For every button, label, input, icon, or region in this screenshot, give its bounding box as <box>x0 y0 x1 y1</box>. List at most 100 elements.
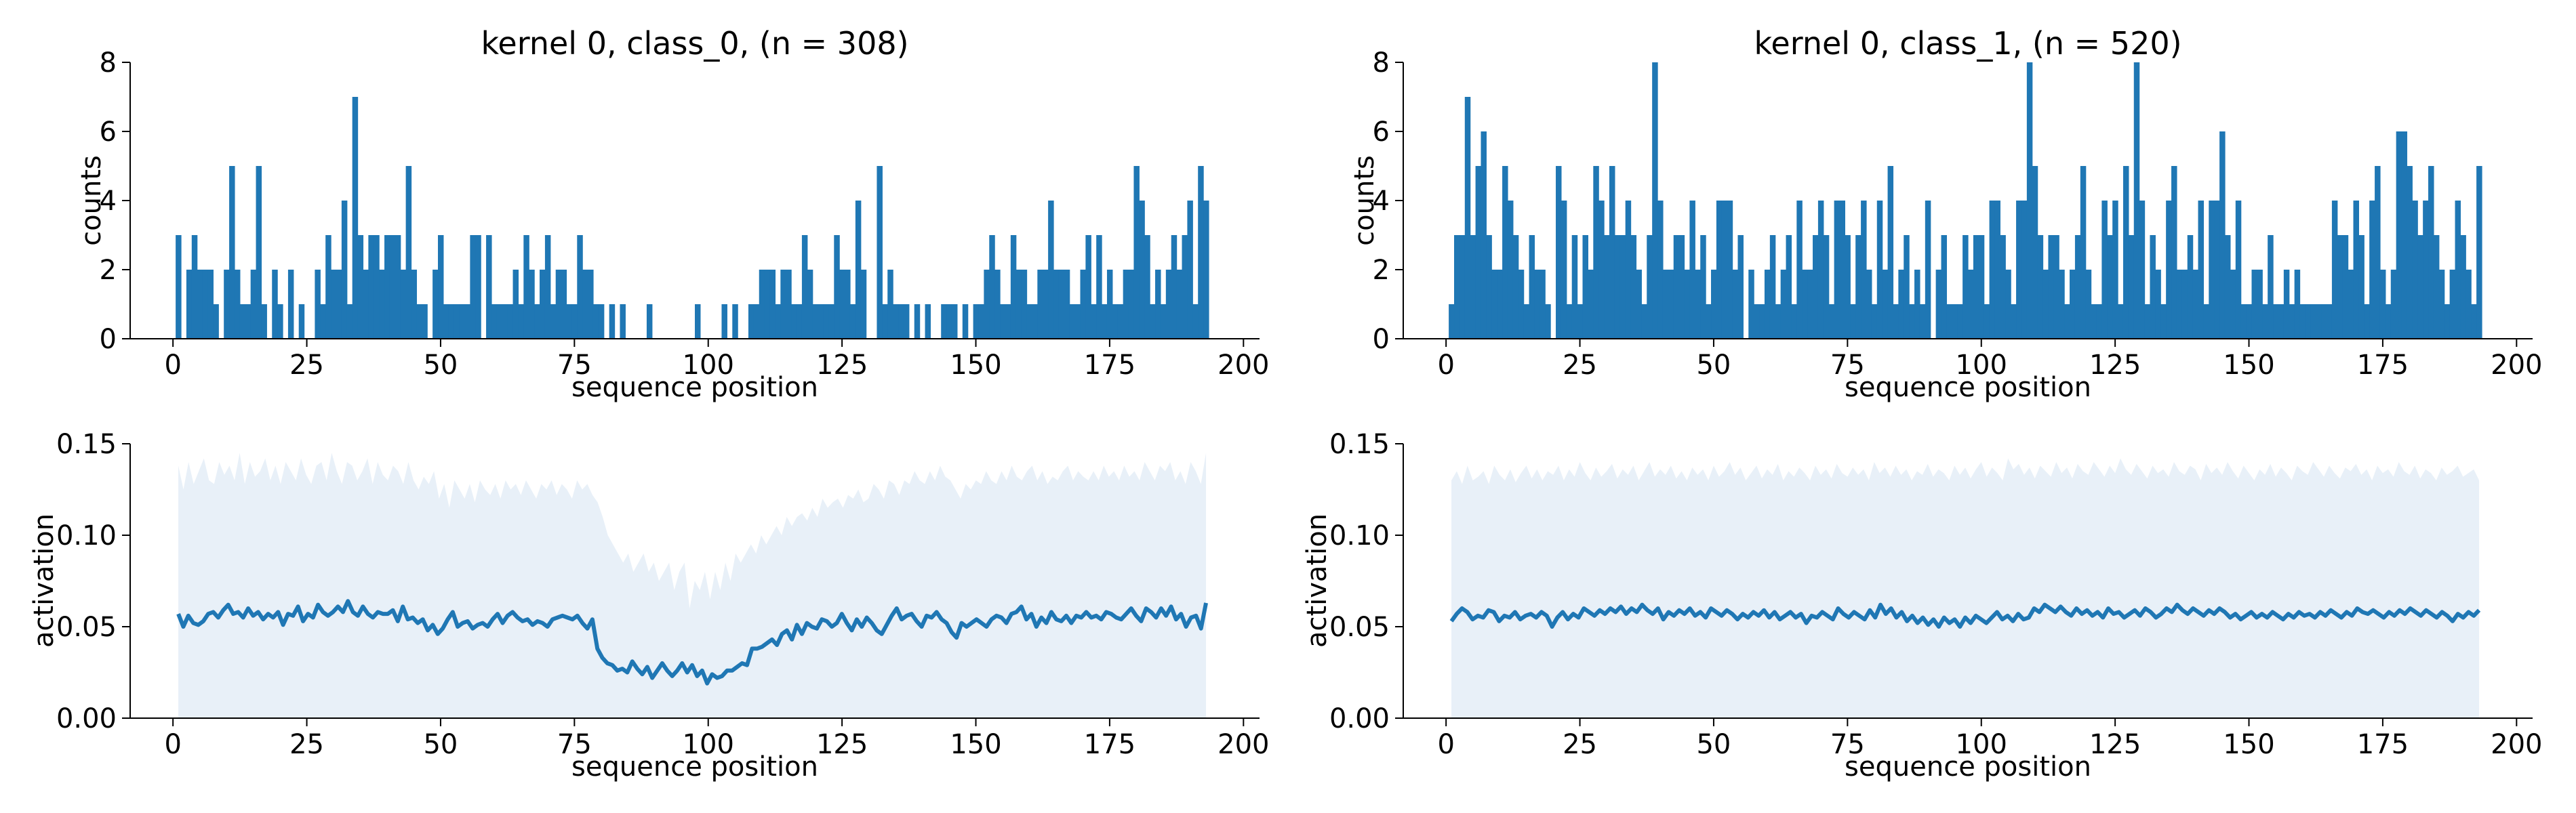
bar <box>512 270 519 339</box>
bar <box>1946 304 1952 339</box>
bar <box>1604 235 1610 339</box>
bar <box>405 166 412 339</box>
bar <box>2358 235 2364 339</box>
bar <box>2251 270 2257 339</box>
bar <box>1598 201 1605 339</box>
bar <box>1074 304 1081 339</box>
bar <box>903 304 910 339</box>
bar <box>1053 270 1060 339</box>
bar <box>2080 166 2087 339</box>
bar <box>1893 304 1899 339</box>
bar <box>395 235 401 339</box>
bar <box>759 270 765 339</box>
bar <box>566 304 572 339</box>
bar <box>496 304 503 339</box>
bar <box>1898 270 1904 339</box>
bar <box>1155 270 1161 339</box>
bar <box>1096 235 1102 339</box>
bar <box>860 270 867 339</box>
bar <box>202 270 209 339</box>
x-tick-label: 50 <box>423 729 458 760</box>
bar <box>1657 201 1664 339</box>
bar <box>325 235 331 339</box>
bar <box>529 270 535 339</box>
bar <box>1754 304 1760 339</box>
bar <box>962 304 969 339</box>
y-tick-label: 4 <box>1373 186 1390 217</box>
bar <box>1695 270 1701 339</box>
activation-band <box>178 453 1207 718</box>
bar <box>197 270 203 339</box>
bar <box>2316 304 2322 339</box>
x-tick-label: 100 <box>1956 350 2007 381</box>
x-ticks: 0 25 50 75 100 125 150 175 200 <box>164 718 1269 760</box>
bar <box>1123 270 1129 339</box>
bar <box>2257 270 2263 339</box>
bar <box>2331 201 2338 339</box>
bar <box>1470 235 1476 339</box>
bar <box>1588 270 1594 339</box>
bar <box>1529 235 1535 339</box>
bar <box>2390 270 2397 339</box>
x-tick-label: 25 <box>1563 729 1597 760</box>
bar <box>2000 235 2006 339</box>
bar <box>1043 270 1049 339</box>
bar <box>1160 304 1167 339</box>
bar <box>2375 166 2381 339</box>
bar <box>384 235 390 339</box>
bar <box>379 270 385 339</box>
x-tick-label: 25 <box>289 729 324 760</box>
bar <box>588 270 594 339</box>
bar <box>272 270 278 339</box>
bar <box>2203 304 2209 339</box>
y-tick-label: 0.00 <box>56 703 117 734</box>
bar <box>186 270 193 339</box>
bar <box>914 304 921 339</box>
bar <box>534 304 540 339</box>
y-axis-label: activation <box>1302 514 1333 648</box>
bar <box>1925 201 1931 339</box>
bar <box>887 270 893 339</box>
y-tick-label: 2 <box>100 255 117 286</box>
bar <box>2021 201 2028 339</box>
bar <box>234 270 241 339</box>
bar <box>1085 235 1091 339</box>
bar <box>2214 201 2220 339</box>
bar <box>1721 201 1728 339</box>
bar <box>2412 201 2418 339</box>
activation-band <box>1451 458 2480 718</box>
bar <box>2235 201 2242 339</box>
bar <box>1769 235 1776 339</box>
bar <box>2460 235 2466 339</box>
bar <box>951 304 958 339</box>
bar <box>1015 270 1022 339</box>
bar <box>2433 235 2440 339</box>
bar <box>507 304 514 339</box>
bar <box>2181 270 2188 339</box>
bar <box>797 304 803 339</box>
bar <box>1619 235 1626 339</box>
bar <box>695 304 701 339</box>
bar <box>1133 166 1140 339</box>
bar <box>2070 270 2076 339</box>
bar <box>2471 304 2477 339</box>
x-axis-label: sequence position <box>571 751 818 783</box>
bar <box>1000 304 1006 339</box>
bar <box>1010 235 1017 339</box>
bar <box>1449 304 1455 339</box>
x-tick-label: 125 <box>2089 350 2141 381</box>
bar <box>1005 304 1011 339</box>
bar <box>1684 270 1691 339</box>
bar <box>2133 62 2140 339</box>
bar <box>2064 304 2070 339</box>
bar <box>839 270 845 339</box>
x-axis-label: sequence position <box>1845 751 2091 783</box>
bar <box>2160 304 2167 339</box>
bar <box>486 235 492 339</box>
bar <box>2310 304 2316 339</box>
bar <box>502 304 508 339</box>
bar <box>491 304 498 339</box>
bar <box>845 270 851 339</box>
bar <box>592 304 599 339</box>
bar <box>1566 304 1573 339</box>
